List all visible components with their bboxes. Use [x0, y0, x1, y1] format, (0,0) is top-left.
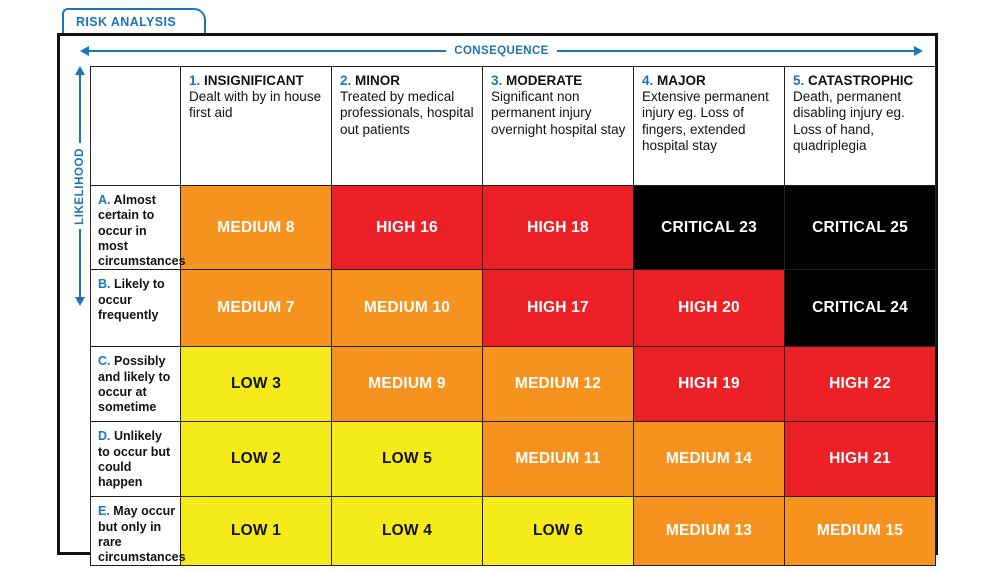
row-header-A: A. Almost certain to occur in most circu…	[90, 184, 186, 271]
column-description: Treated by medical professionals, hospit…	[340, 89, 474, 137]
row-letter: B.	[98, 277, 111, 292]
column-number: 3.	[491, 73, 503, 88]
column-number: 2.	[340, 73, 352, 88]
risk-cell-E4: MEDIUM 13	[633, 496, 785, 567]
risk-cell-C1: LOW 3	[180, 346, 332, 423]
risk-cell-C5: HIGH 22	[784, 346, 936, 423]
column-header-moderate: 3. MODERATE Significant non permanent in…	[482, 66, 634, 186]
column-description: Extensive permanent injury eg. Loss of f…	[642, 89, 769, 153]
header-row: 1. INSIGNIFICANT Dealt with by in house …	[90, 66, 936, 186]
risk-cell-C2: MEDIUM 9	[331, 346, 483, 423]
table-row-C: C. Possibly and likely to occur at somet…	[90, 346, 936, 423]
risk-analysis-tab[interactable]: RISK ANALYSIS	[62, 8, 206, 33]
row-description: May occur but only in rare circumstances	[98, 504, 186, 564]
table-row-E: E. May occur but only in rare circumstan…	[90, 496, 936, 567]
risk-cell-E1: LOW 1	[180, 496, 332, 567]
column-header-minor: 2. MINOR Treated by medical professional…	[331, 66, 483, 186]
risk-cell-B1: MEDIUM 7	[180, 269, 332, 348]
risk-cell-E2: LOW 4	[331, 496, 483, 567]
table-row-A: A. Almost certain to occur in most circu…	[90, 184, 936, 271]
risk-cell-A2: HIGH 16	[331, 184, 483, 271]
column-name: MAJOR	[657, 73, 706, 88]
arrow-right-icon	[914, 46, 923, 56]
column-description: Death, permanent disabling injury eg. Lo…	[793, 89, 905, 153]
column-header-insignificant: 1. INSIGNIFICANT Dealt with by in house …	[180, 66, 332, 186]
risk-cell-C3: MEDIUM 12	[482, 346, 634, 423]
row-letter: E.	[98, 504, 110, 519]
column-number: 4.	[642, 73, 654, 88]
axis-line	[79, 229, 81, 298]
risk-cell-B4: HIGH 20	[633, 269, 785, 348]
risk-cell-D3: MEDIUM 11	[482, 421, 634, 498]
consequence-axis: CONSEQUENCE	[60, 36, 935, 66]
likelihood-axis: LIKELIHOOD	[69, 66, 91, 307]
risk-cell-B3: HIGH 17	[482, 269, 634, 348]
column-header-catastrophic: 5. CATASTROPHIC Death, permanent disabli…	[784, 66, 936, 186]
risk-cell-C4: HIGH 19	[633, 346, 785, 423]
row-header-E: E. May occur but only in rare circumstan…	[90, 496, 186, 567]
risk-cell-B5: CRITICAL 24	[784, 269, 936, 348]
corner-cell	[90, 66, 181, 186]
column-number: 1.	[189, 73, 201, 88]
table-row-D: D. Unlikely to occur but could happen LO…	[90, 421, 936, 498]
column-description: Dealt with by in house first aid	[189, 89, 322, 121]
risk-cell-A3: HIGH 18	[482, 184, 634, 271]
row-letter: C.	[98, 354, 111, 369]
likelihood-axis-label: LIKELIHOOD	[74, 147, 86, 225]
risk-cell-A4: CRITICAL 23	[633, 184, 785, 271]
risk-cell-D1: LOW 2	[180, 421, 332, 498]
risk-cell-D5: HIGH 21	[784, 421, 936, 498]
risk-cell-A5: CRITICAL 25	[784, 184, 936, 271]
risk-cell-A1: MEDIUM 8	[180, 184, 332, 271]
row-description: Likely to occur frequently	[98, 277, 165, 322]
row-header-C: C. Possibly and likely to occur at somet…	[90, 346, 181, 423]
row-header-B: B. Likely to occur frequently	[90, 269, 181, 348]
row-header-D: D. Unlikely to occur but could happen	[90, 421, 181, 498]
axis-line	[89, 50, 447, 52]
arrow-down-icon	[75, 297, 85, 307]
row-description: Almost certain to occur in most circumst…	[98, 193, 186, 268]
risk-cell-E3: LOW 6	[482, 496, 634, 567]
risk-matrix-table: 1. INSIGNIFICANT Dealt with by in house …	[90, 66, 936, 567]
consequence-axis-label: CONSEQUENCE	[454, 45, 549, 57]
arrow-up-icon	[75, 66, 85, 75]
risk-cell-E5: MEDIUM 15	[784, 496, 936, 567]
column-name: MODERATE	[506, 73, 583, 88]
row-description: Possibly and likely to occur at sometime	[98, 354, 171, 414]
axis-line	[79, 75, 81, 143]
row-description: Unlikely to occur but could happen	[98, 429, 171, 489]
column-number: 5.	[793, 73, 805, 88]
table-row-B: B. Likely to occur frequently MEDIUM 7 M…	[90, 269, 936, 348]
axis-line	[556, 50, 914, 52]
risk-cell-D2: LOW 5	[331, 421, 483, 498]
row-letter: A.	[98, 193, 111, 207]
risk-cell-B2: MEDIUM 10	[331, 269, 483, 348]
column-description: Significant non permanent injury overnig…	[491, 89, 626, 137]
column-name: CATASTROPHIC	[808, 73, 914, 88]
column-header-major: 4. MAJOR Extensive permanent injury eg. …	[633, 66, 785, 186]
risk-matrix-panel: CONSEQUENCE LIKELIHOOD 1. INSIGNIFICANT …	[57, 33, 938, 567]
row-letter: D.	[98, 429, 111, 444]
column-name: MINOR	[355, 73, 401, 88]
tab-label: RISK ANALYSIS	[76, 14, 177, 29]
arrow-left-icon	[80, 46, 89, 56]
risk-cell-D4: MEDIUM 14	[633, 421, 785, 498]
column-name: INSIGNIFICANT	[204, 73, 304, 88]
